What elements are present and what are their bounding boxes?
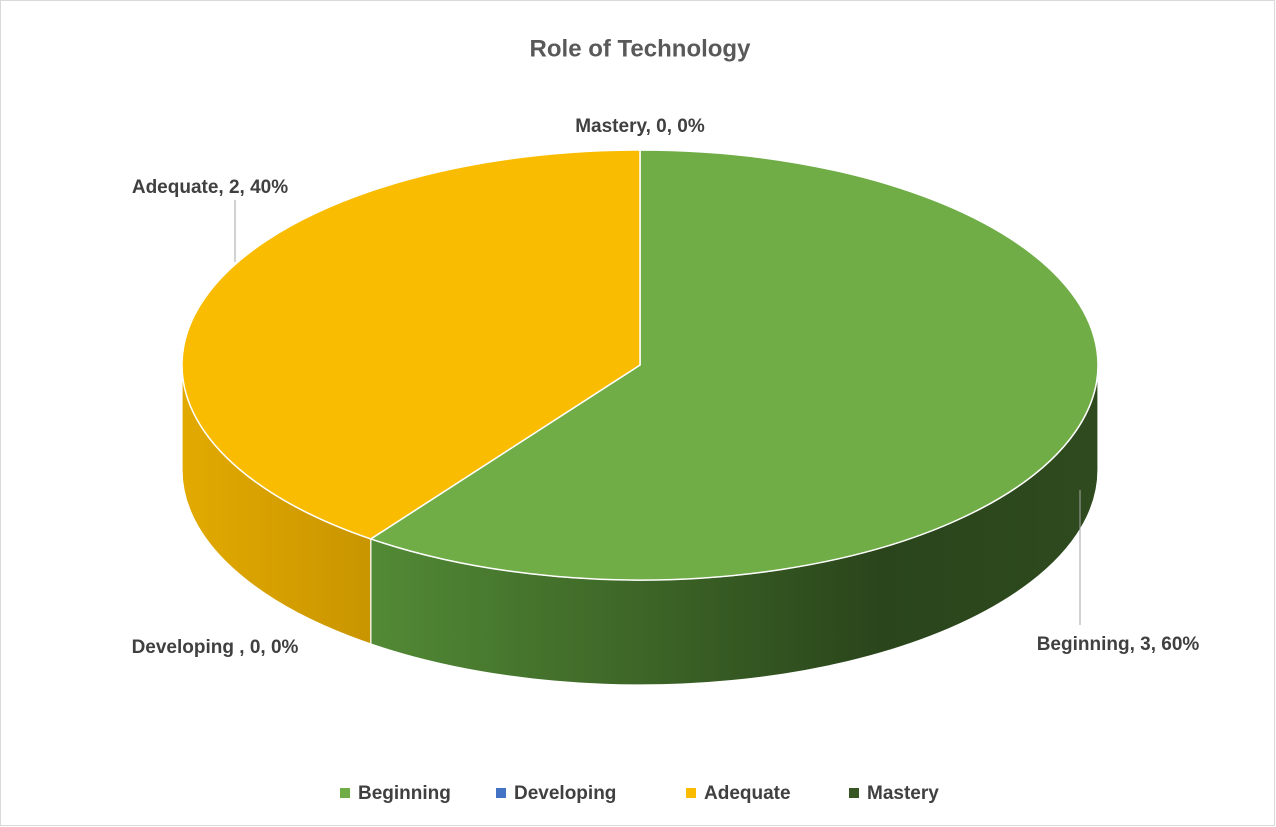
legend-marker bbox=[849, 788, 859, 798]
data-label: Beginning, 3, 60% bbox=[1037, 634, 1200, 655]
legend-marker bbox=[686, 788, 696, 798]
pie-slice bbox=[369, 149, 1099, 581]
data-label: Adequate, 2, 40% bbox=[132, 177, 288, 198]
legend-label: Mastery bbox=[867, 783, 939, 804]
legend-marker bbox=[496, 788, 506, 798]
data-label: Mastery, 0, 0% bbox=[575, 116, 705, 137]
data-label: Developing , 0, 0% bbox=[132, 637, 299, 658]
legend-marker bbox=[340, 788, 350, 798]
chart-title: Role of Technology bbox=[530, 35, 752, 62]
legend-label: Developing bbox=[514, 783, 616, 804]
pie-slice bbox=[181, 149, 641, 540]
legend-label: Beginning bbox=[358, 783, 451, 804]
legend-label: Adequate bbox=[704, 783, 791, 804]
pie-tops bbox=[181, 149, 1099, 581]
